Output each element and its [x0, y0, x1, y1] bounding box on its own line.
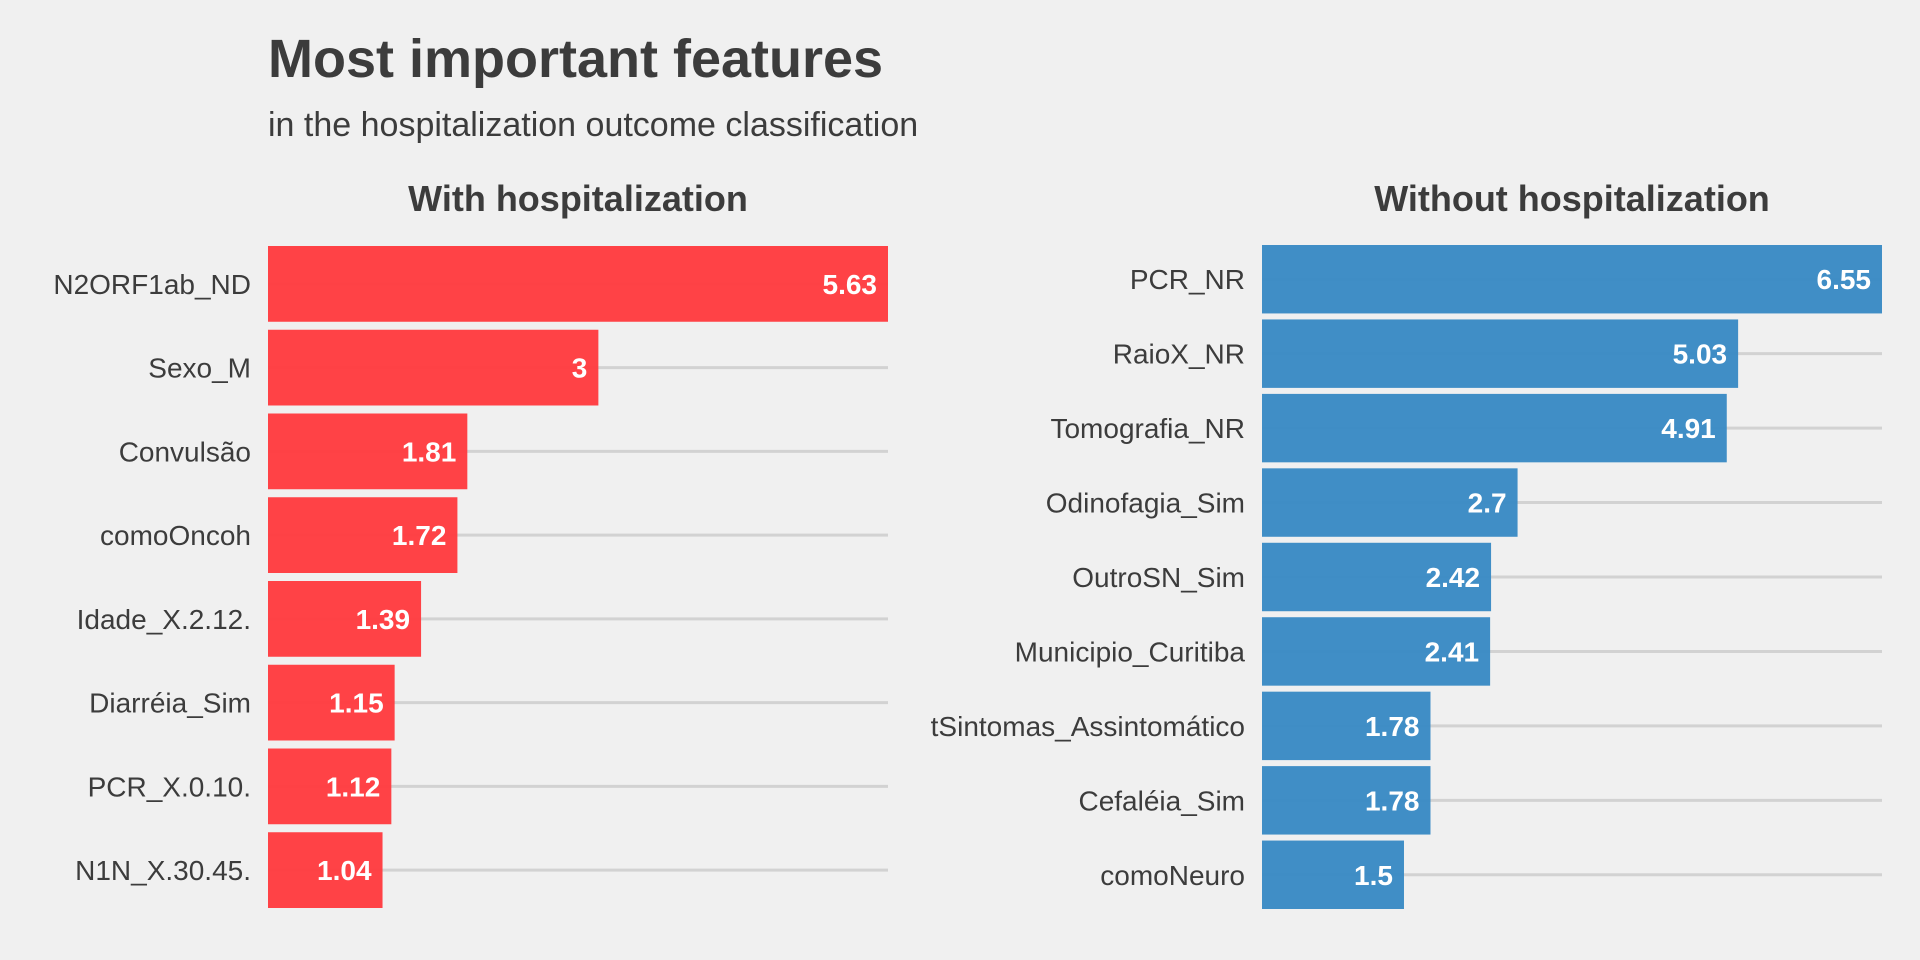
value-label: 1.81: [402, 436, 457, 467]
bar: [1262, 468, 1518, 537]
value-label: 1.15: [329, 688, 384, 719]
value-label: 2.7: [1468, 488, 1507, 519]
bar: [268, 748, 392, 825]
value-label: 1.78: [1365, 711, 1420, 742]
bar: [268, 413, 468, 490]
bar: [1262, 319, 1739, 388]
category-label: Convulsão: [119, 436, 251, 467]
panel-without-hospitalization: Without hospitalization PCR_NR 6.55 RaioX_N…: [931, 178, 1882, 909]
bar: [268, 832, 383, 908]
bar: [1262, 691, 1431, 761]
category-label: RaioX_NR: [1113, 339, 1245, 370]
bar: [1262, 840, 1404, 909]
category-label: Municipio_Curitiba: [1015, 636, 1246, 667]
value-label: 1.78: [1365, 785, 1420, 816]
category-label: Diarréia_Sim: [89, 688, 251, 719]
value-label: 6.55: [1817, 264, 1872, 295]
category-label: Sexo_M: [148, 353, 251, 384]
chart-title: Most important features: [268, 29, 884, 89]
category-label: comoOncoh: [100, 520, 251, 551]
category-label: PCR_X.0.10.: [88, 771, 251, 802]
category-label: comoNeuro: [1100, 860, 1245, 891]
value-label: 5.03: [1673, 339, 1728, 370]
bar: [268, 497, 458, 573]
bar: [268, 664, 395, 741]
value-label: 3: [572, 353, 588, 384]
value-label: 5.63: [823, 269, 878, 300]
value-label: 1.72: [392, 520, 447, 551]
value-label: 2.42: [1426, 562, 1481, 593]
category-label: N1N_X.30.45.: [75, 855, 251, 886]
category-label: Cefaléia_Sim: [1078, 785, 1245, 816]
bar: [1262, 393, 1727, 463]
panel-title: Without hospitalization: [1374, 178, 1770, 219]
category-label: OutroSN_Sim: [1072, 562, 1245, 593]
value-label: 1.5: [1354, 860, 1393, 891]
bar: [1262, 617, 1491, 686]
category-label: Odinofagia_Sim: [1046, 488, 1245, 519]
bar: [1262, 245, 1882, 314]
chart-subtitle: in the hospitalization outcome classific…: [268, 106, 919, 144]
value-label: 2.41: [1425, 636, 1480, 667]
panel-with-hospitalization: With hospitalization N2ORF1ab_ND 5.63 Sexo_…: [53, 178, 888, 908]
bar: [1262, 766, 1431, 835]
bar: [268, 581, 422, 657]
category-label: Tomografia_NR: [1050, 413, 1245, 444]
value-label: 1.04: [317, 855, 372, 886]
panel-title: With hospitalization: [408, 178, 748, 219]
bar: [268, 246, 888, 322]
category-label: PCR_NR: [1130, 264, 1245, 295]
value-label: 4.91: [1661, 413, 1716, 444]
value-label: 1.39: [356, 604, 411, 635]
category-label: Idade_X.2.12.: [77, 604, 251, 635]
value-label: 1.12: [326, 771, 381, 802]
bar: [268, 329, 599, 406]
bar: [1262, 542, 1492, 612]
category-label: tSintomas_Assintomático: [931, 711, 1245, 742]
category-label: N2ORF1ab_ND: [53, 269, 251, 300]
